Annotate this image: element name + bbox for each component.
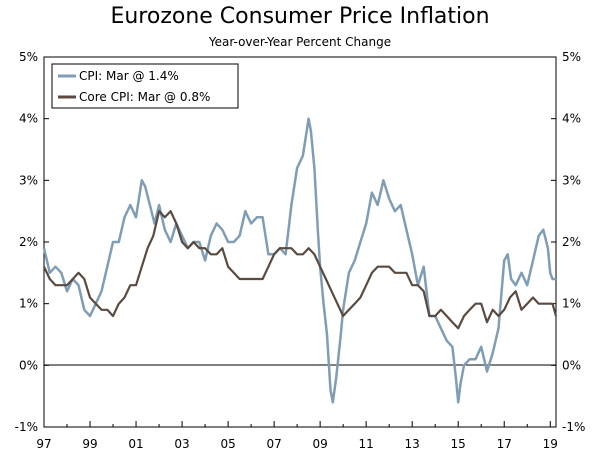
legend: CPI: Mar @ 1.4% Core CPI: Mar @ 0.8% bbox=[51, 63, 239, 109]
y-axis-right: -1% 0% 1% 2% 3% 4% 5% bbox=[551, 50, 585, 434]
y-tick-right-label: 2% bbox=[562, 235, 581, 249]
series-line-core-cpi bbox=[43, 210, 558, 330]
chart-subtitle: Year-over-Year Percent Change bbox=[208, 35, 392, 49]
x-tick-label: 17 bbox=[497, 437, 512, 451]
y-tick-right-label: 0% bbox=[562, 358, 581, 372]
series-line-cpi bbox=[42, 117, 556, 404]
x-tick-label: 19 bbox=[543, 437, 558, 451]
x-tick-label: 03 bbox=[174, 437, 189, 451]
y-tick-left-label: 1% bbox=[19, 297, 38, 311]
x-axis: 97 99 01 03 05 07 09 11 13 15 17 19 bbox=[36, 421, 558, 451]
x-tick-label: 01 bbox=[128, 437, 143, 451]
plot-area bbox=[43, 56, 557, 428]
x-tick-label: 09 bbox=[312, 437, 327, 451]
y-tick-right-label: 5% bbox=[562, 50, 581, 64]
y-tick-left-label: -1% bbox=[15, 420, 38, 434]
x-tick-label: 97 bbox=[36, 437, 51, 451]
y-tick-left-label: 5% bbox=[19, 50, 38, 64]
series-group bbox=[42, 117, 558, 404]
y-tick-right-label: 3% bbox=[562, 173, 581, 187]
legend-box bbox=[51, 63, 239, 109]
x-tick-label: 11 bbox=[359, 437, 374, 451]
x-tick-label: 05 bbox=[220, 437, 235, 451]
y-tick-left-label: 2% bbox=[19, 235, 38, 249]
x-tick-label: 99 bbox=[82, 437, 97, 451]
legend-label-core-cpi: Core CPI: Mar @ 0.8% bbox=[79, 90, 210, 104]
x-tick-label: 15 bbox=[451, 437, 466, 451]
y-tick-left-label: 4% bbox=[19, 112, 38, 126]
y-tick-left-label: 0% bbox=[19, 358, 38, 372]
y-tick-right-label: -1% bbox=[562, 420, 585, 434]
y-tick-right-label: 1% bbox=[562, 297, 581, 311]
x-tick-label: 07 bbox=[266, 437, 281, 451]
y-tick-left-label: 3% bbox=[19, 173, 38, 187]
legend-label-cpi: CPI: Mar @ 1.4% bbox=[79, 69, 179, 83]
y-axis-left: -1% 0% 1% 2% 3% 4% 5% bbox=[15, 50, 49, 434]
chart-title: Eurozone Consumer Price Inflation bbox=[110, 4, 490, 29]
y-tick-right-label: 4% bbox=[562, 112, 581, 126]
x-tick-label: 13 bbox=[405, 437, 420, 451]
